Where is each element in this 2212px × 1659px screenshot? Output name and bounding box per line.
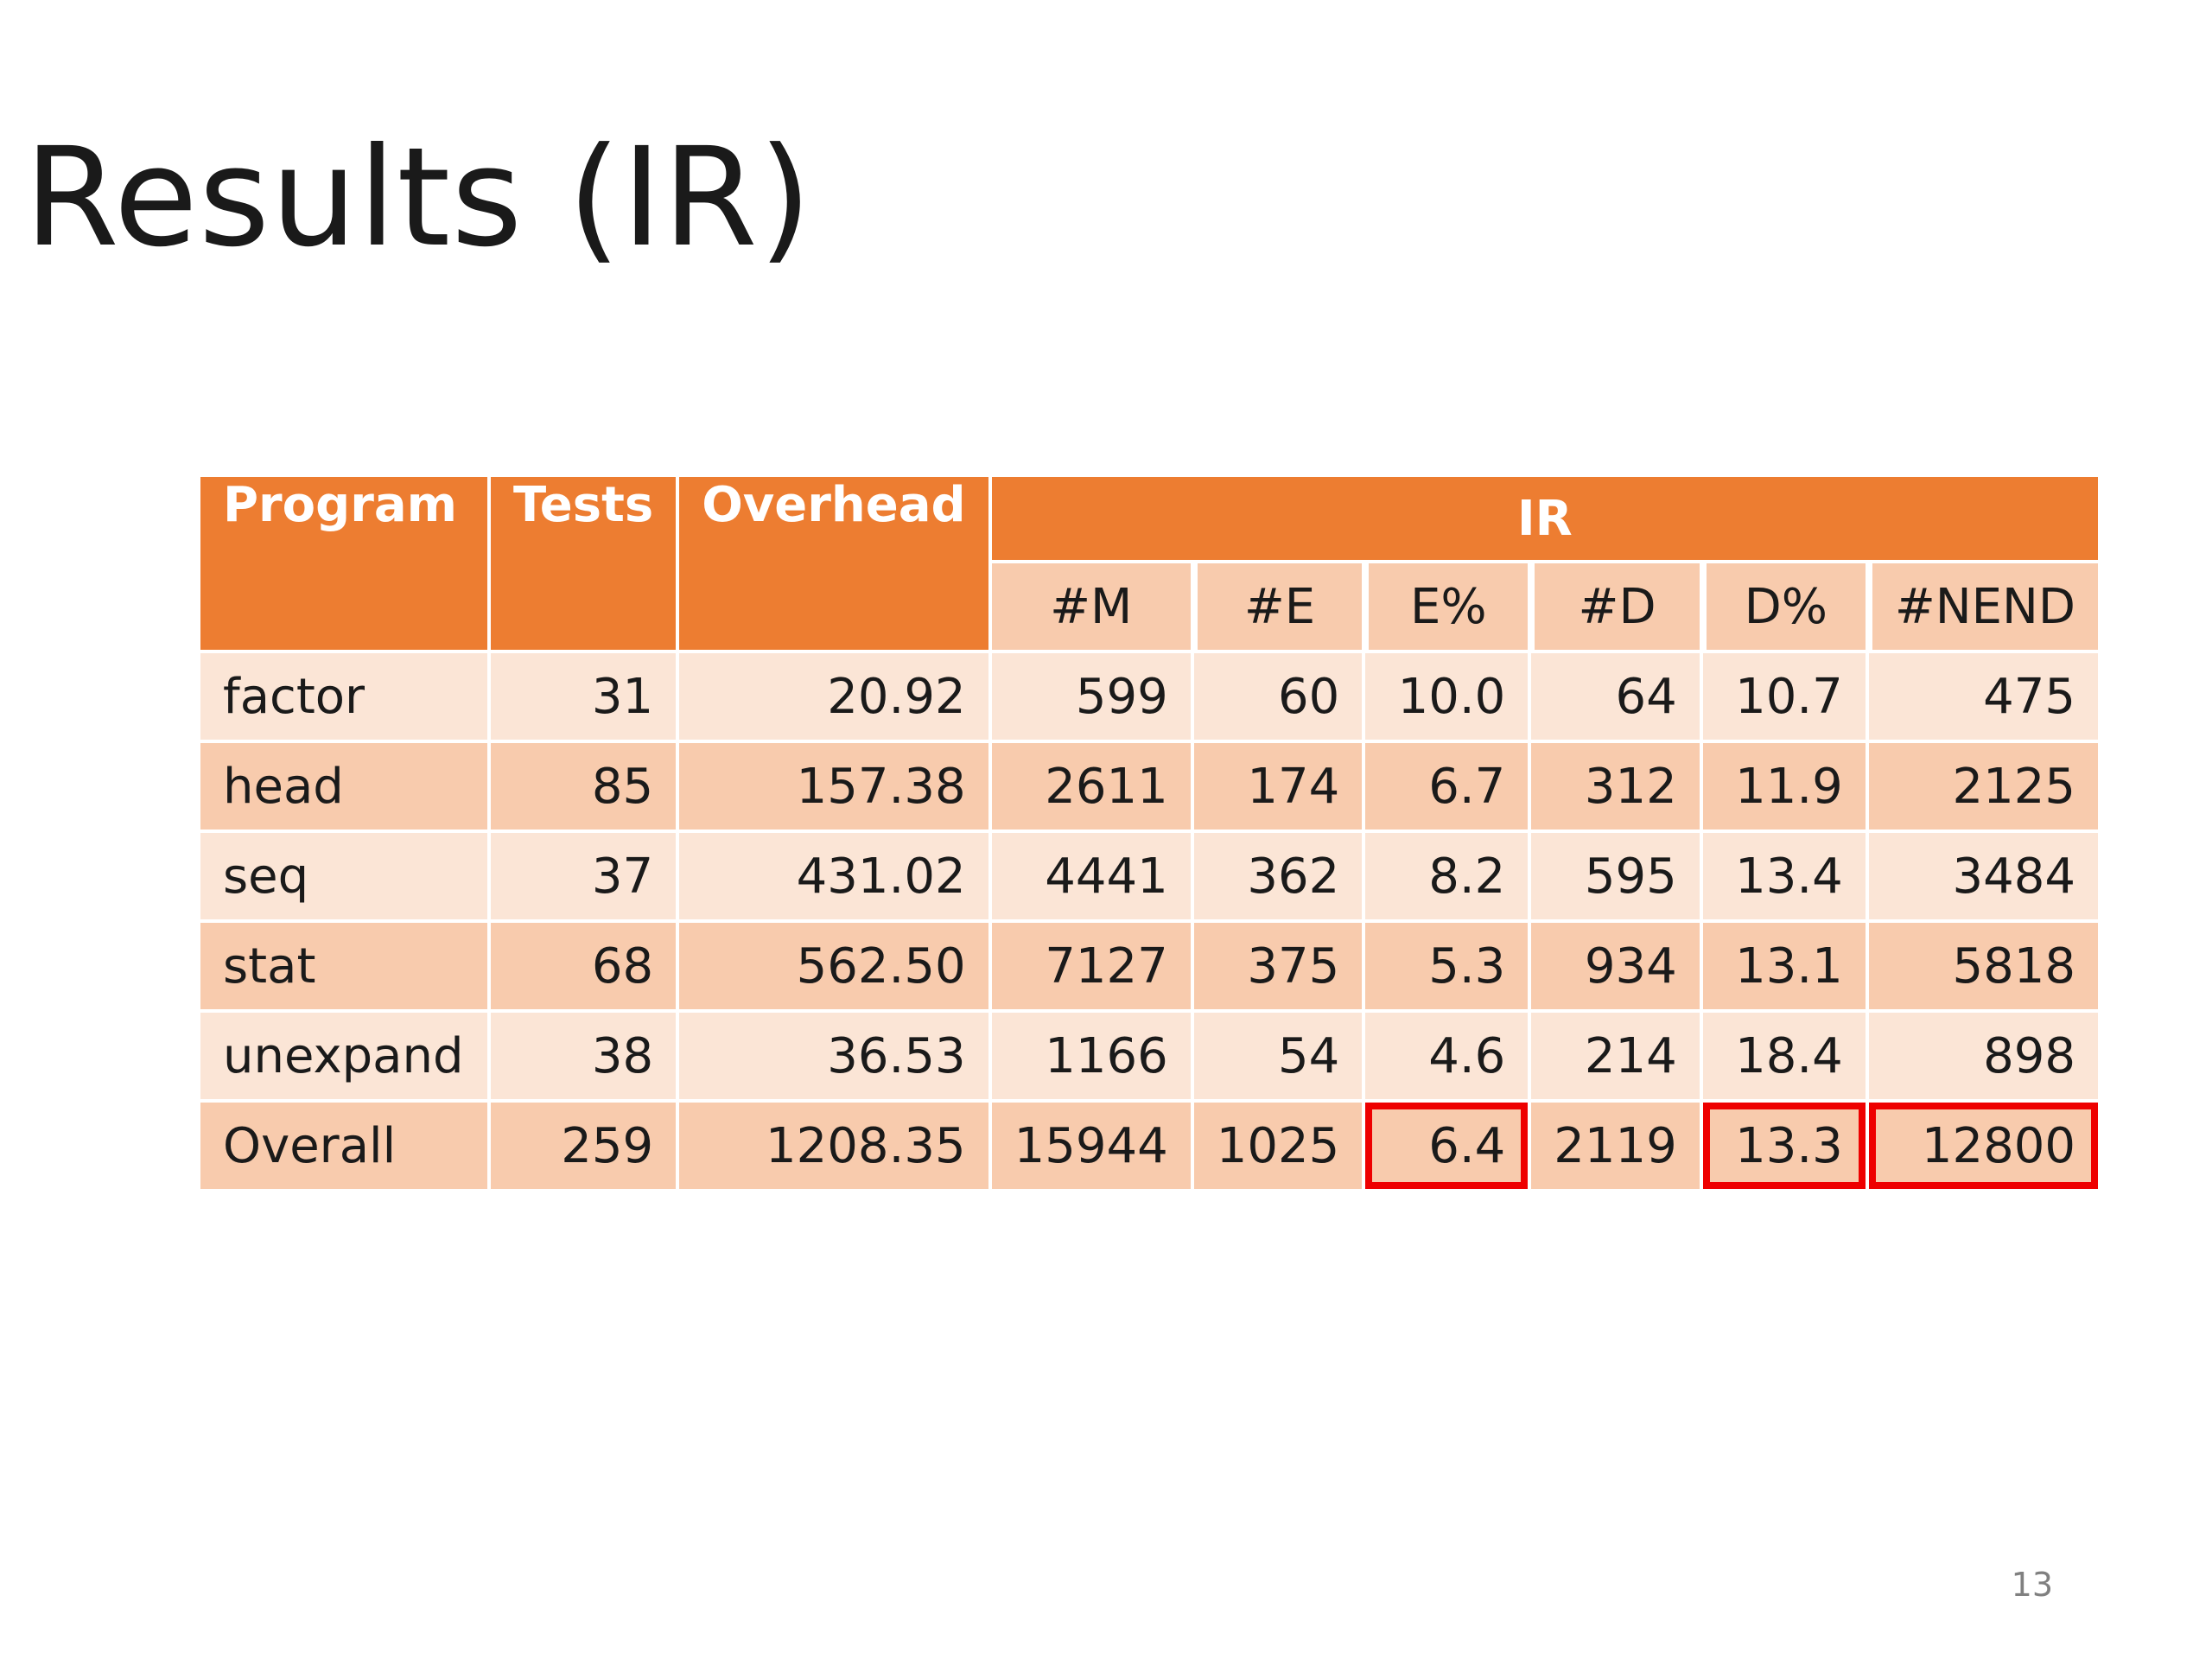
cell-tests: 68 [491, 923, 680, 1013]
cell-e-pct: 6.7 [1365, 743, 1532, 833]
header-e: #E [1193, 563, 1366, 653]
header-tests: Tests [491, 477, 680, 653]
header-nend: #NEND [1868, 563, 2099, 653]
cell-m: 4441 [991, 833, 1194, 923]
cell-tests: 85 [491, 743, 680, 833]
cell-e: 54 [1193, 1013, 1366, 1103]
cell-nend: 5818 [1868, 923, 2099, 1013]
cell-e-pct: 5.3 [1365, 923, 1532, 1013]
cell-overhead: 157.38 [679, 743, 992, 833]
cell-d: 934 [1531, 923, 1703, 1013]
cell-tests: 37 [491, 833, 680, 923]
table-row: seq 37 431.02 4441 362 8.2 595 13.4 3484 [200, 833, 2099, 923]
cell-m: 2611 [991, 743, 1194, 833]
cell-overhead: 562.50 [679, 923, 992, 1013]
header-ir-group: IR [991, 477, 2099, 563]
cell-overhead: 36.53 [679, 1013, 992, 1103]
cell-nend: 3484 [1868, 833, 2099, 923]
cell-d: 312 [1531, 743, 1703, 833]
cell-e: 174 [1193, 743, 1366, 833]
cell-overhead: 431.02 [679, 833, 992, 923]
cell-overhead: 1208.35 [679, 1103, 992, 1192]
cell-m: 599 [991, 653, 1194, 743]
cell-tests: 38 [491, 1013, 680, 1103]
cell-d-pct: 18.4 [1702, 1013, 1869, 1103]
cell-d: 64 [1531, 653, 1703, 743]
cell-d: 2119 [1531, 1103, 1703, 1192]
cell-nend: 475 [1868, 653, 2099, 743]
table-row-overall: Overall 259 1208.35 15944 1025 6.4 2119 … [200, 1103, 2099, 1192]
cell-tests: 259 [491, 1103, 680, 1192]
cell-e-pct: 8.2 [1365, 833, 1532, 923]
cell-m: 15944 [991, 1103, 1194, 1192]
cell-program: stat [200, 923, 491, 1013]
table-row: head 85 157.38 2611 174 6.7 312 11.9 212… [200, 743, 2099, 833]
results-table: Program Tests Overhead IR #M #E E% #D D%… [200, 477, 2099, 1192]
cell-program: seq [200, 833, 491, 923]
cell-d-pct-highlighted: 13.3 [1702, 1103, 1869, 1192]
header-program: Program [200, 477, 491, 653]
cell-e-pct-highlighted: 6.4 [1365, 1103, 1532, 1192]
cell-program: Overall [200, 1103, 491, 1192]
page-number: 13 [2011, 1566, 2053, 1604]
header-m: #M [991, 563, 1194, 653]
cell-m: 1166 [991, 1013, 1194, 1103]
cell-e-pct: 4.6 [1365, 1013, 1532, 1103]
table-row: unexpand 38 36.53 1166 54 4.6 214 18.4 8… [200, 1013, 2099, 1103]
cell-nend: 898 [1868, 1013, 2099, 1103]
cell-d-pct: 13.4 [1702, 833, 1869, 923]
cell-d: 214 [1531, 1013, 1703, 1103]
cell-program: unexpand [200, 1013, 491, 1103]
cell-overhead: 20.92 [679, 653, 992, 743]
cell-tests: 31 [491, 653, 680, 743]
header-e-pct: E% [1365, 563, 1532, 653]
cell-e: 375 [1193, 923, 1366, 1013]
cell-nend: 2125 [1868, 743, 2099, 833]
cell-d-pct: 13.1 [1702, 923, 1869, 1013]
cell-e: 60 [1193, 653, 1366, 743]
cell-m: 7127 [991, 923, 1194, 1013]
table-row: stat 68 562.50 7127 375 5.3 934 13.1 581… [200, 923, 2099, 1013]
cell-d: 595 [1531, 833, 1703, 923]
table-row: factor 31 20.92 599 60 10.0 64 10.7 475 [200, 653, 2099, 743]
cell-nend-highlighted: 12800 [1868, 1103, 2099, 1192]
cell-d-pct: 11.9 [1702, 743, 1869, 833]
header-d: #D [1531, 563, 1703, 653]
cell-e: 1025 [1193, 1103, 1366, 1192]
cell-e-pct: 10.0 [1365, 653, 1532, 743]
cell-program: factor [200, 653, 491, 743]
cell-d-pct: 10.7 [1702, 653, 1869, 743]
header-overhead: Overhead [679, 477, 992, 653]
cell-program: head [200, 743, 491, 833]
cell-e: 362 [1193, 833, 1366, 923]
slide-title: Results (IR) [24, 118, 813, 277]
header-d-pct: D% [1702, 563, 1869, 653]
